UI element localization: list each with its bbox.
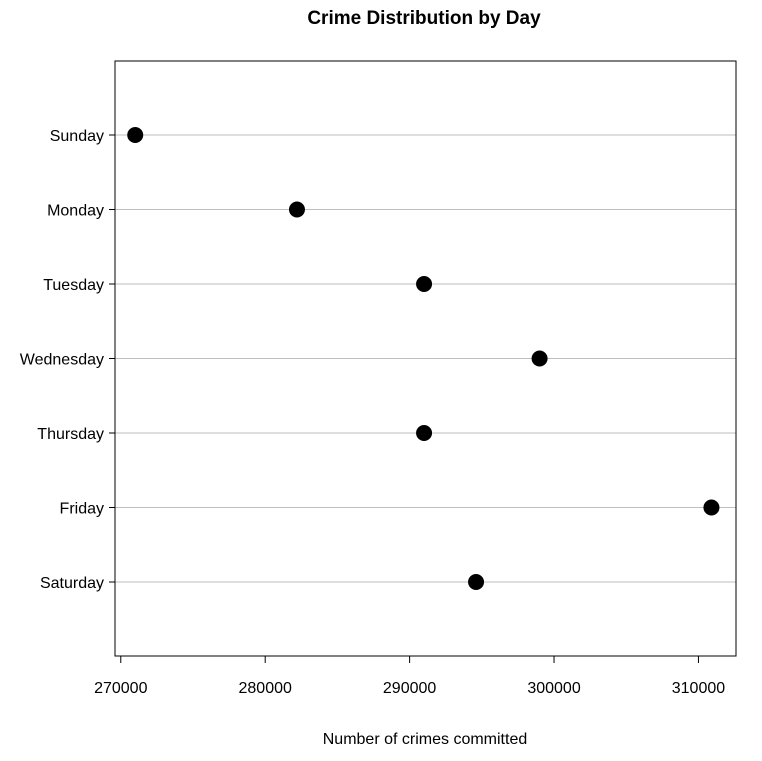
y-tick-label-monday: Monday [47, 203, 104, 220]
x-tick-label-310000: 310000 [672, 680, 725, 697]
x-tick-label-300000: 300000 [527, 680, 580, 697]
x-tick-label-280000: 280000 [239, 680, 292, 697]
y-tick-label-thursday: Thursday [37, 426, 104, 443]
y-axis-labels: Sunday Monday Tuesday Wednesday Thursday Frid… [20, 128, 115, 592]
data-point-tuesday [416, 276, 433, 292]
data-point-monday [288, 201, 305, 218]
data-point-wednesday [531, 350, 548, 367]
data-point-saturday [468, 574, 485, 590]
data-point-friday [703, 499, 720, 516]
chart-title: Crime Distribution by Day [307, 8, 541, 29]
y-tick-label-saturday: Saturday [40, 575, 104, 592]
x-axis-label: Number of crimes committed [323, 731, 528, 748]
x-axis: 270000 280000 290000 300000 310000 [94, 656, 725, 697]
y-tick-label-sunday: Sunday [50, 128, 104, 145]
y-tick-label-wednesday: Wednesday [20, 352, 104, 369]
x-tick-label-270000: 270000 [94, 680, 147, 697]
y-tick-label-tuesday: Tuesday [43, 277, 104, 294]
data-point-thursday [416, 425, 433, 441]
data-point-sunday [127, 127, 144, 143]
gridlines [115, 134, 736, 583]
y-tick-label-friday: Friday [60, 501, 104, 518]
x-tick-label-290000: 290000 [383, 680, 436, 697]
data-points [127, 127, 720, 590]
